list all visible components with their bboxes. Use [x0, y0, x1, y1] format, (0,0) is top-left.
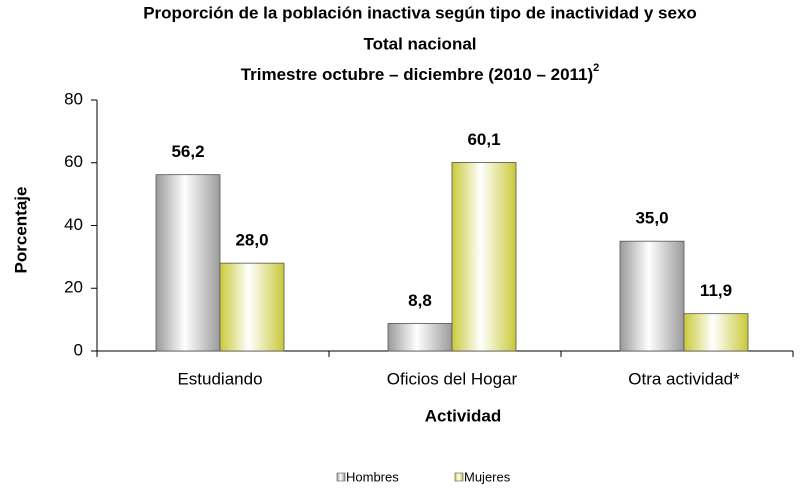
- legend-swatch: [454, 472, 464, 482]
- bar: [451, 162, 517, 352]
- x-tick-label: Oficios del Hogar: [387, 369, 518, 388]
- y-axis-label: Porcentaje: [11, 187, 30, 274]
- y-tick-label: 20: [64, 278, 83, 297]
- bar: [683, 313, 749, 352]
- title-superscript: 2: [593, 62, 599, 74]
- chart-title: Proporción de la población inactiva segú…: [143, 3, 697, 22]
- y-tick-label: 60: [64, 152, 83, 171]
- data-label: 56,2: [171, 142, 204, 161]
- x-axis-label: Actividad: [425, 406, 502, 425]
- data-label: 60,1: [467, 130, 500, 149]
- bar: [387, 322, 453, 352]
- legend-label: Hombres: [346, 469, 399, 484]
- bar: [155, 174, 221, 352]
- chart-title: Trimestre octubre – diciembre (2010 – 20…: [241, 62, 600, 85]
- y-tick-label: 40: [64, 215, 83, 234]
- chart-title: Total nacional: [363, 34, 476, 53]
- bar: [619, 240, 685, 352]
- data-label: 8,8: [408, 291, 432, 310]
- x-tick-label: Estudiando: [177, 369, 262, 388]
- y-tick-label: 0: [74, 340, 83, 359]
- data-label: 28,0: [235, 231, 268, 250]
- bar: [219, 262, 285, 352]
- data-label: 35,0: [635, 209, 668, 228]
- legend-label: Mujeres: [464, 469, 511, 484]
- data-label: 11,9: [700, 281, 732, 300]
- y-tick-label: 80: [64, 89, 83, 108]
- title-line: Trimestre octubre – diciembre (2010 – 20…: [241, 65, 593, 84]
- legend-swatch: [336, 472, 346, 482]
- x-tick-label: Otra actividad*: [628, 369, 740, 388]
